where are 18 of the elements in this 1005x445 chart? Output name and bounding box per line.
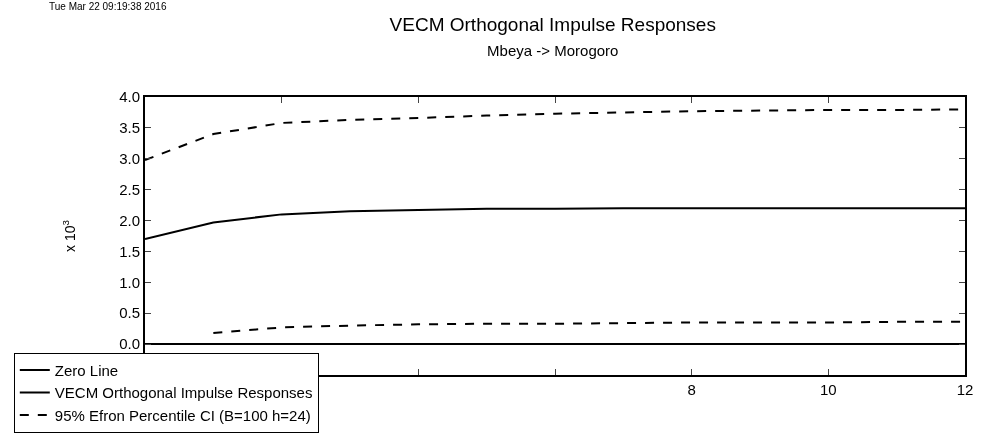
- y-tick-label: 2.5: [119, 180, 140, 198]
- y-tick-label: 1.0: [119, 273, 140, 291]
- x-tick-label: 10: [819, 381, 837, 398]
- legend-label: 95% Efron Percentile CI (B=100 h=24): [54, 406, 311, 424]
- y-tick-label: 3.5: [119, 119, 140, 137]
- y-tick-label: 0.5: [119, 304, 140, 322]
- y-tick-label: 0.0: [119, 335, 140, 353]
- y-tick-label: 3.0: [119, 150, 140, 168]
- y-tick-label: 1.5: [119, 242, 140, 260]
- legend-label: Zero Line: [54, 361, 119, 379]
- x-tick-label: 12: [956, 381, 974, 398]
- text: Tue Mar 22 09:19:38 2016: [49, 1, 167, 12]
- chart-subtitle: Mbeya -> Morogoro: [487, 41, 619, 59]
- chart-title: VECM Orthogonal Impulse Responses: [389, 14, 716, 36]
- y-tick-label: 4.0: [119, 88, 140, 106]
- legend-label: VECM Orthogonal Impulse Responses: [54, 384, 313, 402]
- x-tick-label: 8: [687, 381, 696, 398]
- y-tick-label: 2.0: [119, 211, 140, 229]
